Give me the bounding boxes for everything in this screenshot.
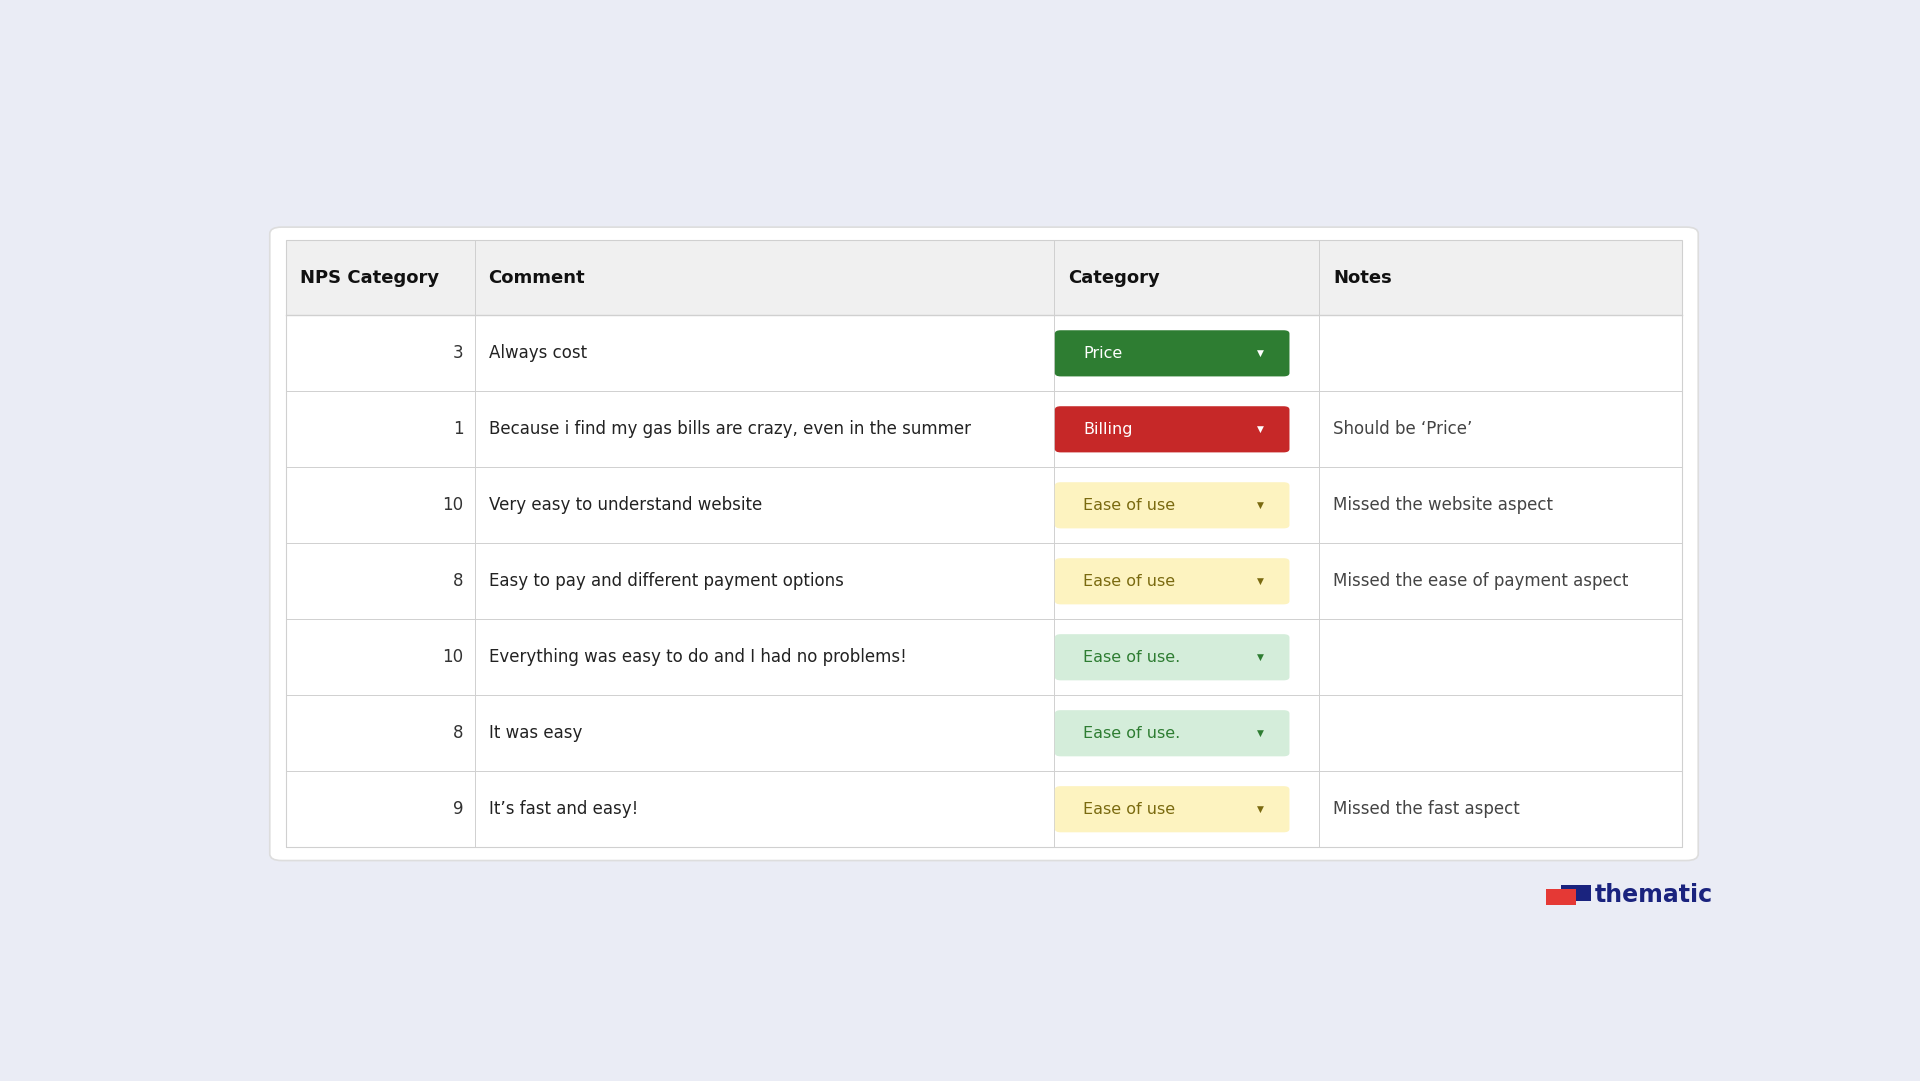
- Text: ▼: ▼: [1258, 653, 1263, 662]
- Text: Because i find my gas bills are crazy, even in the summer: Because i find my gas bills are crazy, e…: [488, 421, 970, 438]
- Text: ▼: ▼: [1258, 349, 1263, 358]
- Text: It was easy: It was easy: [488, 724, 582, 743]
- Bar: [1561, 884, 1590, 900]
- Text: Missed the ease of payment aspect: Missed the ease of payment aspect: [1332, 572, 1628, 590]
- Text: 3: 3: [453, 345, 463, 362]
- Bar: [286, 544, 1682, 619]
- Text: 10: 10: [442, 496, 463, 515]
- Text: ▼: ▼: [1258, 577, 1263, 586]
- Text: 8: 8: [453, 572, 463, 590]
- Text: Category: Category: [1068, 269, 1160, 286]
- FancyBboxPatch shape: [1054, 406, 1290, 453]
- Text: It’s fast and easy!: It’s fast and easy!: [488, 800, 637, 818]
- Bar: [286, 695, 1682, 771]
- Text: Ease of use.: Ease of use.: [1083, 725, 1181, 740]
- FancyBboxPatch shape: [1054, 330, 1290, 376]
- Text: ▼: ▼: [1258, 425, 1263, 433]
- FancyBboxPatch shape: [1054, 635, 1290, 680]
- Text: ▼: ▼: [1258, 501, 1263, 510]
- Text: Comment: Comment: [488, 269, 586, 286]
- FancyBboxPatch shape: [1054, 786, 1290, 832]
- Bar: [286, 240, 1682, 848]
- Text: Very easy to understand website: Very easy to understand website: [488, 496, 762, 515]
- Text: Price: Price: [1083, 346, 1123, 361]
- Text: thematic: thematic: [1596, 883, 1713, 907]
- Bar: [286, 467, 1682, 544]
- Text: Easy to pay and different payment options: Easy to pay and different payment option…: [488, 572, 843, 590]
- Text: Everything was easy to do and I had no problems!: Everything was easy to do and I had no p…: [488, 649, 906, 666]
- Text: ▼: ▼: [1258, 729, 1263, 737]
- Text: 1: 1: [453, 421, 463, 438]
- Text: Ease of use.: Ease of use.: [1083, 650, 1181, 665]
- Text: 8: 8: [453, 724, 463, 743]
- Text: 9: 9: [453, 800, 463, 818]
- FancyBboxPatch shape: [1054, 482, 1290, 529]
- Text: NPS Category: NPS Category: [300, 269, 440, 286]
- FancyBboxPatch shape: [1054, 710, 1290, 757]
- Bar: [286, 771, 1682, 848]
- Bar: [286, 240, 1682, 316]
- Text: Ease of use: Ease of use: [1083, 574, 1175, 589]
- FancyBboxPatch shape: [1054, 558, 1290, 604]
- Bar: [286, 316, 1682, 391]
- Text: Missed the fast aspect: Missed the fast aspect: [1332, 800, 1521, 818]
- Text: Billing: Billing: [1083, 422, 1133, 437]
- Text: Always cost: Always cost: [488, 345, 588, 362]
- Text: Ease of use: Ease of use: [1083, 497, 1175, 512]
- Bar: [1546, 889, 1576, 906]
- Text: Missed the website aspect: Missed the website aspect: [1332, 496, 1553, 515]
- Text: Ease of use: Ease of use: [1083, 802, 1175, 817]
- FancyBboxPatch shape: [269, 227, 1697, 860]
- Bar: [286, 619, 1682, 695]
- Text: Notes: Notes: [1332, 269, 1392, 286]
- Text: ▼: ▼: [1258, 804, 1263, 814]
- Text: Should be ‘Price’: Should be ‘Price’: [1332, 421, 1473, 438]
- Text: 10: 10: [442, 649, 463, 666]
- Bar: [286, 391, 1682, 467]
